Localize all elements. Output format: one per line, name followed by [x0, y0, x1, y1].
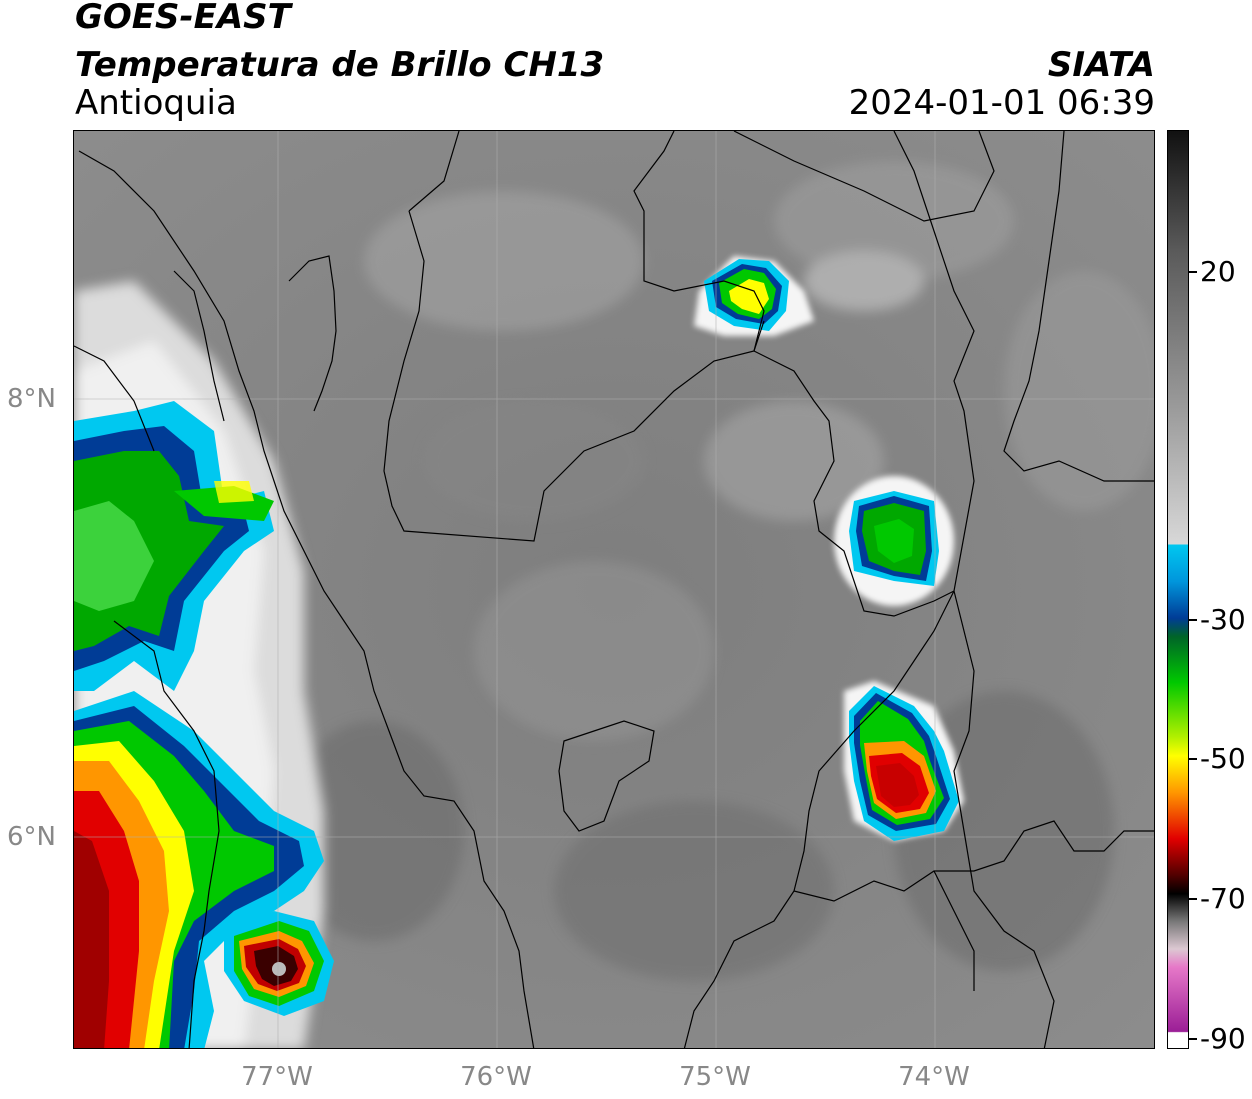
boundaries	[74, 131, 1154, 1048]
colorbar-label-20: 20	[1200, 255, 1236, 288]
region-subtitle: Antioquia	[75, 83, 237, 123]
x-tick-77w: 77°W	[241, 1062, 313, 1092]
x-tick-74w: 74°W	[898, 1062, 970, 1092]
colorbar-label-minus50: -50	[1200, 742, 1246, 775]
satellite-map	[73, 130, 1155, 1049]
colorbar-tick	[1189, 619, 1197, 621]
colorbar-label-minus30: -30	[1200, 603, 1246, 636]
satellite-title: GOES-EAST	[75, 0, 291, 37]
colorbar-svg	[1168, 131, 1188, 1048]
colorbar-gradient	[1168, 131, 1188, 1048]
y-tick-6n: 6°N	[7, 822, 56, 852]
graticule	[74, 131, 1154, 1048]
organization-label: SIATA	[1047, 45, 1155, 85]
colorbar-tick	[1189, 758, 1197, 760]
east-middle-cell	[834, 476, 954, 606]
colorbar-tick	[1189, 271, 1197, 273]
map-svg	[74, 131, 1154, 1048]
product-title: Temperatura de Brillo CH13	[75, 45, 605, 85]
west-convection	[74, 401, 334, 1048]
colorbar-label-minus90: -90	[1200, 1022, 1246, 1055]
y-tick-8n: 8°N	[7, 384, 56, 414]
colorbar-tick	[1189, 1038, 1197, 1040]
x-tick-76w: 76°W	[460, 1062, 532, 1092]
colorbar-label-minus70: -70	[1200, 882, 1246, 915]
x-tick-75w: 75°W	[679, 1062, 751, 1092]
southeast-cell	[844, 681, 964, 841]
colorbar	[1167, 130, 1189, 1049]
north-convection-cell	[694, 256, 814, 336]
datetime-label: 2024-01-01 06:39	[848, 83, 1155, 123]
colorbar-tick	[1189, 898, 1197, 900]
